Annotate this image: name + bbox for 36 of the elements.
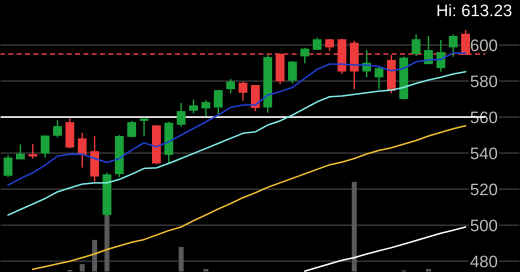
annotation: Hi: 613.23 xyxy=(438,4,512,16)
candlestick xyxy=(16,144,25,160)
y-tick-label: 520 xyxy=(470,184,498,196)
candlestick xyxy=(201,99,210,117)
candlestick xyxy=(90,135,100,182)
y-tick-label: 500 xyxy=(470,220,498,232)
candlestick xyxy=(226,78,236,94)
y-tick-label: 580 xyxy=(470,75,498,88)
candlestick xyxy=(461,29,470,56)
candlestick xyxy=(288,60,297,84)
y-tick-label: 480 xyxy=(470,256,498,268)
candlestick xyxy=(250,84,260,112)
candlestick xyxy=(189,98,198,114)
candlestick xyxy=(436,39,446,72)
candlestick xyxy=(40,135,50,158)
candlestick xyxy=(53,119,62,138)
candlestick xyxy=(176,102,186,128)
candlestick xyxy=(374,66,384,90)
candlestick xyxy=(65,118,74,150)
y-tick-label: 540 xyxy=(470,148,498,160)
candlestick xyxy=(214,90,223,115)
candlestick xyxy=(412,34,421,57)
candlestick xyxy=(78,132,87,168)
candlestick xyxy=(300,47,310,64)
candlestick xyxy=(424,35,433,65)
candlestick xyxy=(140,116,148,137)
candlestick xyxy=(127,120,136,138)
candlestick xyxy=(448,34,458,58)
y-tick-label: 600 xyxy=(470,39,498,52)
line-series xyxy=(32,124,466,270)
line-series xyxy=(7,70,466,216)
candlestick xyxy=(238,81,248,102)
candlestick xyxy=(28,143,38,160)
candlestick xyxy=(4,154,12,178)
line-series xyxy=(304,226,466,272)
candlestick xyxy=(312,36,322,51)
